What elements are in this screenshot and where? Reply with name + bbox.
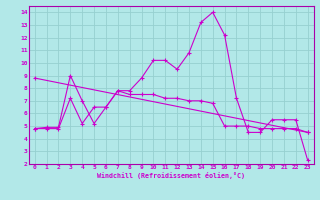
X-axis label: Windchill (Refroidissement éolien,°C): Windchill (Refroidissement éolien,°C) (97, 172, 245, 179)
